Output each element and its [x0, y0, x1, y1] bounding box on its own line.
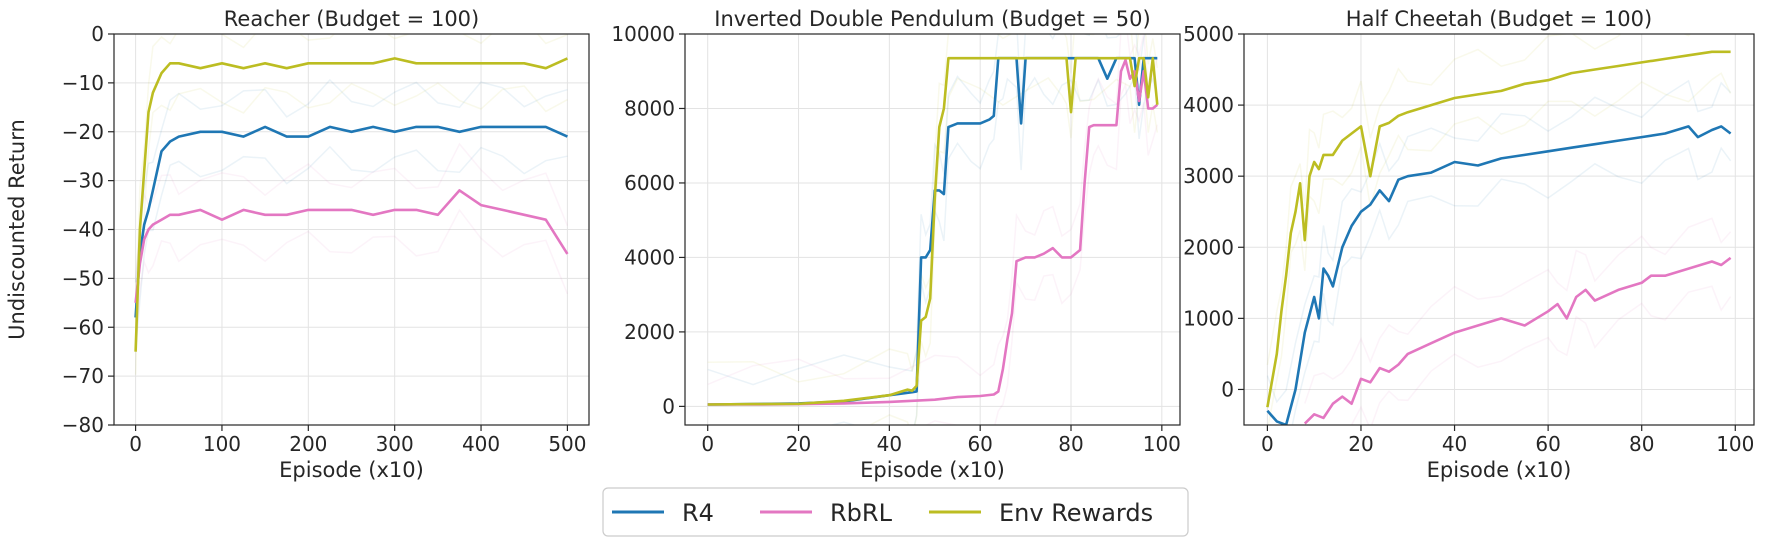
y-axis-label: Undiscounted Return: [5, 119, 29, 340]
x-axis-label: Episode (x10): [1427, 458, 1572, 482]
series-lines: [707, 56, 1159, 406]
run-trace: [1266, 34, 1692, 366]
y-tick-label: 8000: [624, 96, 675, 120]
run-trace: [134, 208, 569, 349]
y-tick-label: −60: [62, 315, 104, 339]
x-tick-label: 20: [1348, 432, 1373, 456]
x-tick-label: 100: [203, 432, 241, 456]
x-tick-label: 100: [1716, 432, 1754, 456]
series-line-rbrl: [1303, 256, 1732, 425]
run-trace: [1304, 217, 1732, 404]
x-tick-label: 80: [1629, 432, 1654, 456]
legend-label-env-rewards: Env Rewards: [999, 499, 1153, 527]
y-tick-label: −30: [62, 169, 104, 193]
run-trace: [707, 34, 1159, 386]
chart-title: Half Cheetah (Budget = 100): [1346, 7, 1652, 31]
series-line-r4: [1266, 125, 1732, 425]
x-tick-label: 200: [289, 432, 327, 456]
run-trace: [868, 77, 1159, 425]
y-tick-label: −20: [62, 120, 104, 144]
y-tick-label: 0: [662, 394, 675, 418]
x-tick-label: 40: [1442, 432, 1467, 456]
y-tick-label: 6000: [624, 171, 675, 195]
x-axis-label: Episode (x10): [279, 458, 424, 482]
y-tick-label: 0: [91, 22, 104, 46]
run-traces: [134, 34, 569, 375]
y-tick-label: 5000: [1183, 22, 1234, 46]
run-trace: [134, 34, 568, 310]
y-tick-label: 4000: [624, 245, 675, 269]
run-trace: [1266, 79, 1732, 404]
y-tick-label: 0: [1221, 377, 1234, 401]
chart-panel-2: 0 20 40 60 80 100 0 2000 4000 6000 8000 10000 Invert…: [611, 7, 1181, 482]
chart-title: Inverted Double Pendulum (Budget = 50): [714, 7, 1150, 31]
legend-label-r4: R4: [682, 499, 714, 527]
series-line-env-rewards: [1266, 50, 1731, 408]
x-tick-label: 500: [548, 432, 586, 456]
run-trace: [707, 34, 1159, 383]
run-trace: [134, 142, 569, 283]
y-tick-label: −80: [62, 413, 104, 437]
y-tick-label: 2000: [624, 320, 675, 344]
x-tick-label: 0: [1261, 432, 1274, 456]
series-line-env-rewards: [707, 56, 1159, 406]
y-tick-label: 10000: [611, 22, 675, 46]
x-tick-label: 0: [701, 432, 714, 456]
series-line-r4: [134, 125, 568, 318]
axes-frame: [1243, 33, 1755, 426]
run-trace: [707, 34, 1146, 386]
x-tick-label: 60: [967, 432, 992, 456]
chart-title: Reacher (Budget = 100): [224, 7, 479, 31]
y-tick-label: −70: [62, 364, 104, 388]
run-trace: [134, 78, 568, 283]
run-trace: [1291, 146, 1732, 425]
x-tick-label: 60: [1535, 432, 1560, 456]
x-tick-label: 300: [376, 432, 414, 456]
x-axis-label: Episode (x10): [860, 458, 1005, 482]
x-tick-label: 400: [462, 432, 500, 456]
series-line-env-rewards: [134, 57, 568, 352]
legend-label-rbrl: RbRL: [830, 499, 893, 527]
x-tick-label: 80: [1058, 432, 1083, 456]
series-lines: [134, 57, 569, 352]
x-tick-label: 0: [129, 432, 142, 456]
series-line-rbrl: [707, 58, 1159, 406]
axes-frame: [684, 33, 1181, 426]
legend-box: [602, 487, 1189, 537]
run-trace: [134, 82, 568, 375]
y-tick-label: −50: [62, 266, 104, 290]
y-tick-label: 1000: [1183, 306, 1234, 330]
y-tick-label: −10: [62, 71, 104, 95]
y-tick-label: 3000: [1183, 164, 1234, 188]
x-tick-label: 20: [786, 432, 811, 456]
y-tick-label: 4000: [1183, 93, 1234, 117]
run-trace: [134, 145, 568, 351]
x-tick-label: 40: [877, 432, 902, 456]
chart-panel-1: 0 100 200 300 400 500 −80 −70 −60 −50 −40 −30 −20 −10…: [5, 7, 590, 482]
series-lines: [1266, 50, 1732, 425]
series-line-rbrl: [134, 189, 569, 303]
y-tick-label: 2000: [1183, 235, 1234, 259]
x-tick-label: 100: [1143, 432, 1181, 456]
legend: R4 RbRL Env Rewards: [602, 487, 1189, 537]
y-tick-label: −40: [62, 218, 104, 242]
run-trace: [1267, 72, 1732, 425]
